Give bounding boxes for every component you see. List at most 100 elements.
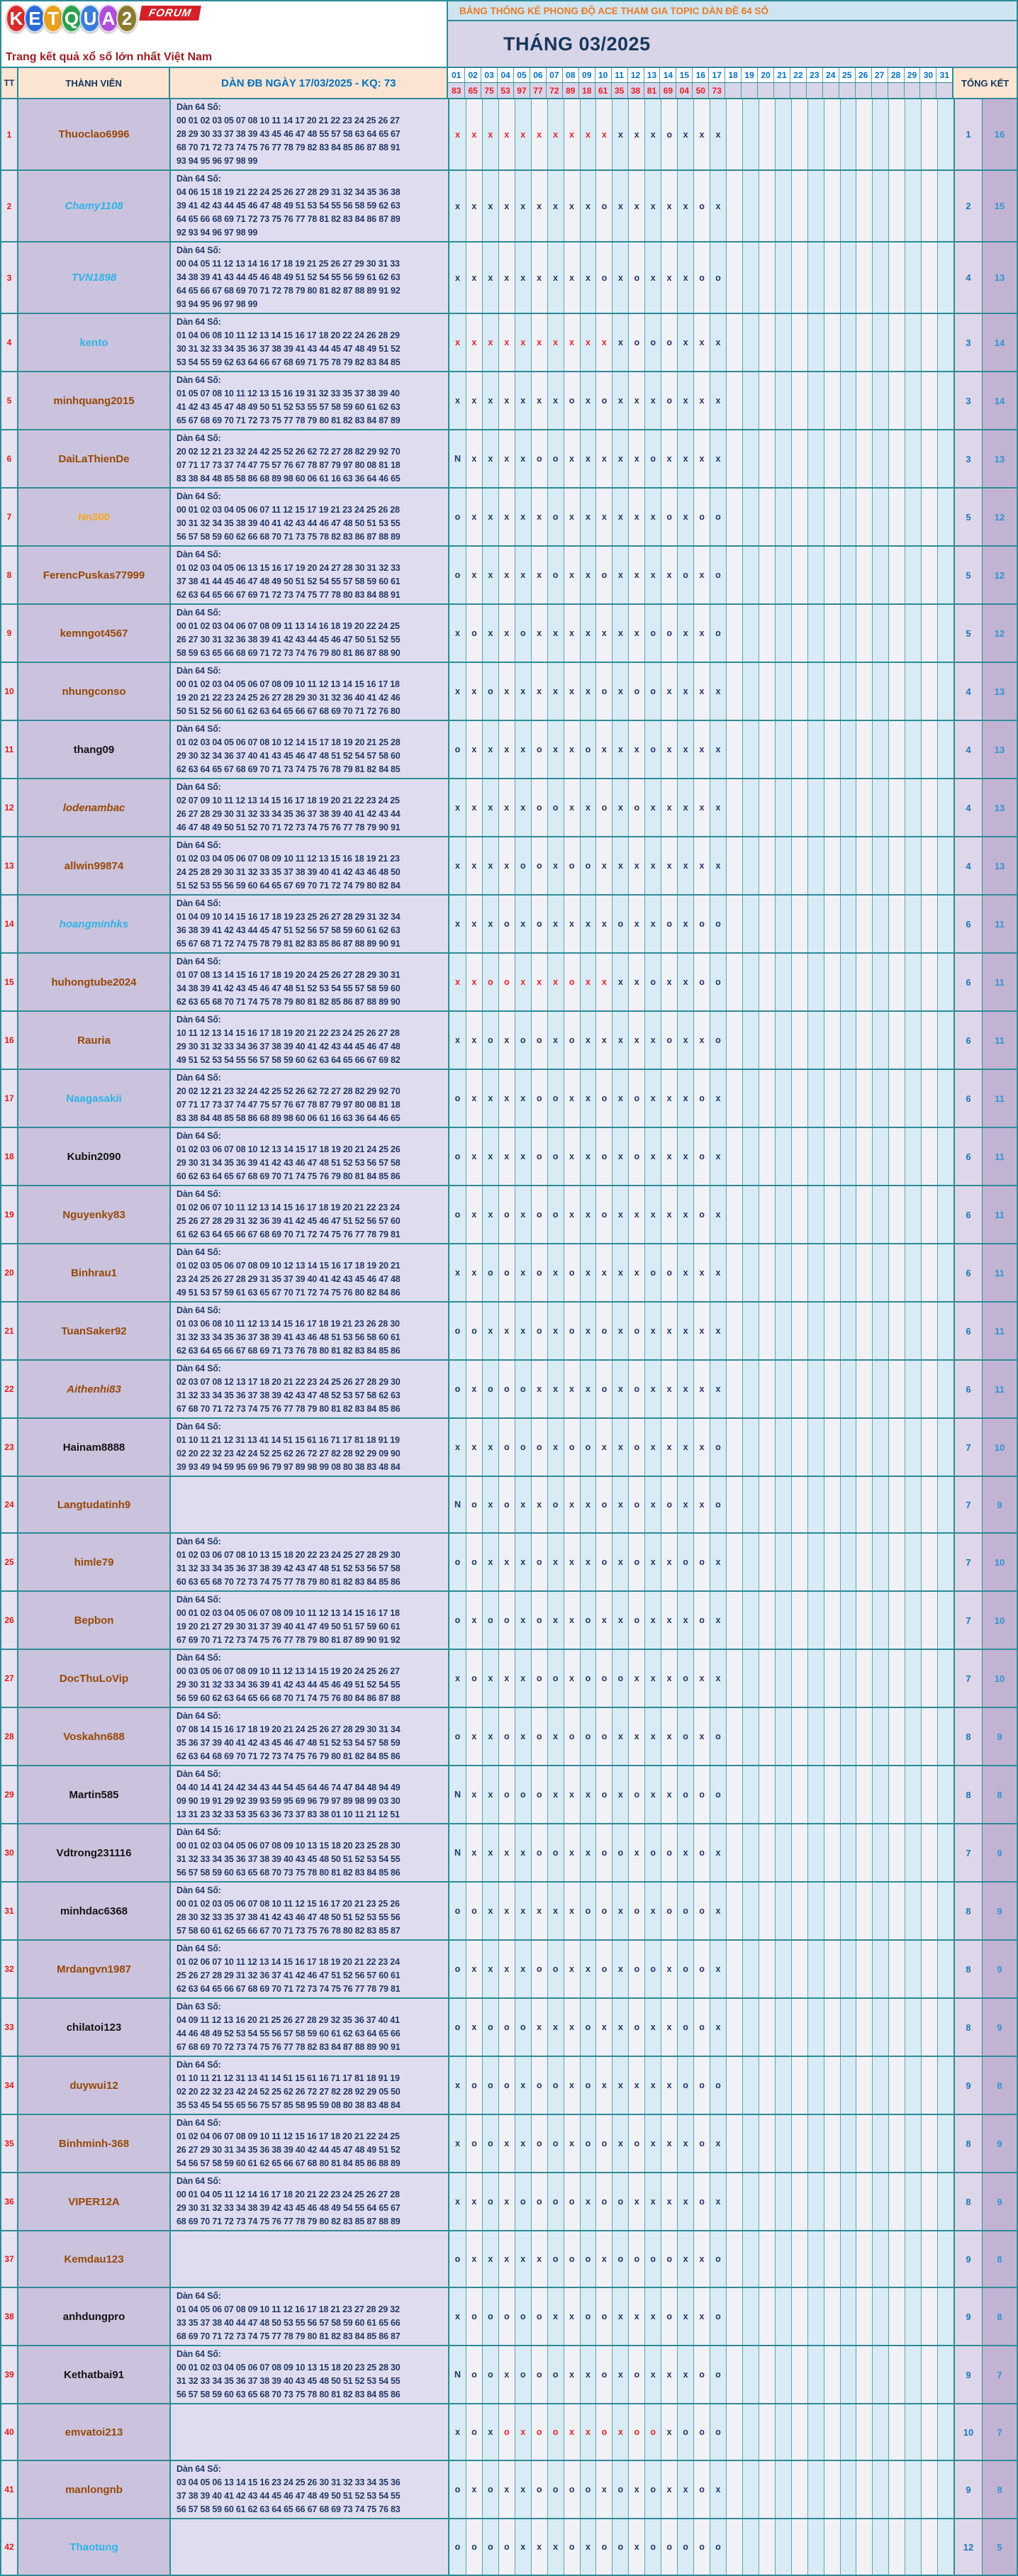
mark-cell bbox=[905, 171, 922, 241]
loss-mark: o bbox=[699, 919, 705, 929]
member-name[interactable]: duywui12 bbox=[69, 2079, 118, 2092]
member-name[interactable]: emvatoi213 bbox=[65, 2426, 123, 2438]
mark-cell: o bbox=[579, 1592, 596, 1649]
member-name[interactable]: minhquang2015 bbox=[53, 394, 135, 407]
member-name[interactable]: Binhminh-368 bbox=[58, 2137, 130, 2150]
member-name[interactable]: Kethatbai91 bbox=[63, 2368, 125, 2381]
dan-label: Dàn 64 Số: bbox=[177, 491, 221, 501]
dan-number-line: 00 01 02 03 04 05 06 07 08 09 10 11 12 1… bbox=[177, 1608, 400, 1618]
member-name[interactable]: DocThuLoVip bbox=[59, 1672, 129, 1685]
mark-cell: x bbox=[514, 242, 531, 313]
table-row: 32 Mrdangvn1987 Dàn 64 Số: 01 02 06 07 10… bbox=[1, 1939, 1017, 1997]
member-name[interactable]: chilatoi123 bbox=[66, 2021, 122, 2034]
member-name[interactable]: TuanSaker92 bbox=[61, 1325, 127, 1337]
total-loss-count: 6 bbox=[953, 1244, 982, 1301]
win-mark: x bbox=[520, 1732, 526, 1741]
total-loss-count: 6 bbox=[953, 1186, 982, 1243]
loss-mark: o bbox=[715, 919, 721, 929]
mark-cell: o bbox=[579, 1883, 596, 1939]
win-mark: x bbox=[634, 1673, 639, 1683]
mark-cell bbox=[823, 1012, 840, 1069]
member-name[interactable]: manlongnb bbox=[65, 2483, 123, 2496]
member-name[interactable]: Thuoclao6996 bbox=[58, 128, 130, 140]
mark-cell: x bbox=[514, 2057, 531, 2114]
total-win-count: 11 bbox=[982, 1012, 1017, 1069]
win-mark: x bbox=[471, 1442, 477, 1452]
mark-cell bbox=[905, 837, 922, 894]
win-mark: x bbox=[520, 454, 526, 464]
member-name[interactable]: allwin99874 bbox=[64, 859, 124, 872]
member-name[interactable]: Mrdangvn1987 bbox=[56, 1963, 132, 1975]
mark-cell bbox=[774, 1244, 791, 1301]
loss-mark: o bbox=[503, 1790, 510, 1800]
dan-number-line: 51 52 53 55 56 59 60 64 65 67 69 70 71 7… bbox=[177, 881, 401, 891]
member-name[interactable]: Chamy1108 bbox=[65, 200, 123, 212]
member-name[interactable]: Voskahn688 bbox=[63, 1730, 125, 1743]
member-name[interactable]: lodenambac bbox=[62, 801, 125, 814]
row-index: 18 bbox=[1, 1128, 17, 1185]
member-name[interactable]: huhongtube2024 bbox=[51, 976, 137, 988]
dan-number-line: 03 04 05 06 13 14 15 16 23 24 25 26 30 3… bbox=[177, 2477, 401, 2487]
win-mark: x bbox=[504, 2197, 510, 2207]
win-mark: x bbox=[537, 1384, 542, 1394]
mark-cell bbox=[774, 721, 791, 778]
win-mark: x bbox=[601, 861, 607, 871]
loss-mark: o bbox=[552, 2427, 559, 2437]
mark-cell: o bbox=[449, 721, 466, 778]
member-name[interactable]: Bepbon bbox=[74, 1614, 114, 1627]
member-name[interactable]: Thaotung bbox=[69, 2541, 118, 2553]
member-name[interactable]: TVN1898 bbox=[71, 272, 117, 284]
loss-mark: o bbox=[617, 2485, 624, 2494]
member-name[interactable]: nhungconso bbox=[62, 685, 126, 698]
loss-mark: o bbox=[699, 2080, 705, 2090]
mark-cell: x bbox=[498, 99, 515, 169]
member-name[interactable]: Aithenhi83 bbox=[67, 1383, 121, 1395]
member-name[interactable]: Nn300 bbox=[77, 511, 111, 523]
member-name[interactable]: VIPER12A bbox=[68, 2195, 120, 2208]
member-name[interactable]: Binhrau1 bbox=[70, 1266, 117, 1279]
member-name[interactable]: kemngot4567 bbox=[60, 627, 128, 640]
member-name[interactable]: Kemdau123 bbox=[64, 2253, 124, 2265]
member-name[interactable]: kento bbox=[79, 336, 108, 349]
mark-cell bbox=[823, 2519, 840, 2575]
member-name[interactable]: Hainam8888 bbox=[62, 1441, 125, 1454]
member-name[interactable]: Nguyenky83 bbox=[62, 1208, 125, 1221]
member-name[interactable]: Martin585 bbox=[69, 1788, 119, 1801]
loss-mark: o bbox=[715, 2254, 721, 2264]
loss-mark: o bbox=[488, 2370, 493, 2380]
mark-cell bbox=[888, 779, 905, 836]
member-name[interactable]: Naagasakii bbox=[66, 1092, 122, 1105]
mark-cell: x bbox=[710, 2173, 726, 2230]
mark-cell bbox=[921, 1941, 938, 1997]
member-name[interactable]: hoangminhks bbox=[59, 918, 129, 930]
mark-cell bbox=[742, 837, 759, 894]
mark-cell bbox=[872, 1012, 889, 1069]
member-cell: Binhminh-368 bbox=[17, 2115, 169, 2172]
member-name[interactable]: Rauria bbox=[77, 1034, 111, 1047]
member-name[interactable]: FerencPuskas77999 bbox=[43, 569, 145, 581]
mark-cell: x bbox=[661, 663, 678, 720]
mark-cell: x bbox=[595, 954, 613, 1010]
win-mark: x bbox=[601, 745, 607, 754]
member-name[interactable]: anhdungpro bbox=[62, 2310, 125, 2323]
mark-cell: x bbox=[481, 1534, 498, 1590]
mark-cell: x bbox=[563, 721, 580, 778]
mark-cell: x bbox=[661, 954, 678, 1010]
member-name[interactable]: himle79 bbox=[74, 1556, 114, 1568]
member-name[interactable]: thang09 bbox=[73, 743, 115, 756]
win-mark: x bbox=[650, 272, 656, 283]
loss-mark: o bbox=[683, 2427, 688, 2437]
mark-cell bbox=[807, 1012, 824, 1069]
win-mark: x bbox=[504, 2485, 510, 2494]
mark-cell: x bbox=[612, 663, 629, 720]
member-name[interactable]: Langtudatinh9 bbox=[57, 1498, 131, 1511]
member-name[interactable]: Kubin2090 bbox=[67, 1150, 121, 1163]
member-name[interactable]: DaiLaThienDe bbox=[58, 452, 130, 465]
member-name[interactable]: minhdac6368 bbox=[60, 1905, 128, 1917]
mark-cell bbox=[872, 2461, 889, 2518]
mark-cell: o bbox=[465, 2288, 482, 2345]
member-name[interactable]: Vdtrong231116 bbox=[56, 1846, 132, 1859]
mark-cell bbox=[758, 1419, 775, 1476]
